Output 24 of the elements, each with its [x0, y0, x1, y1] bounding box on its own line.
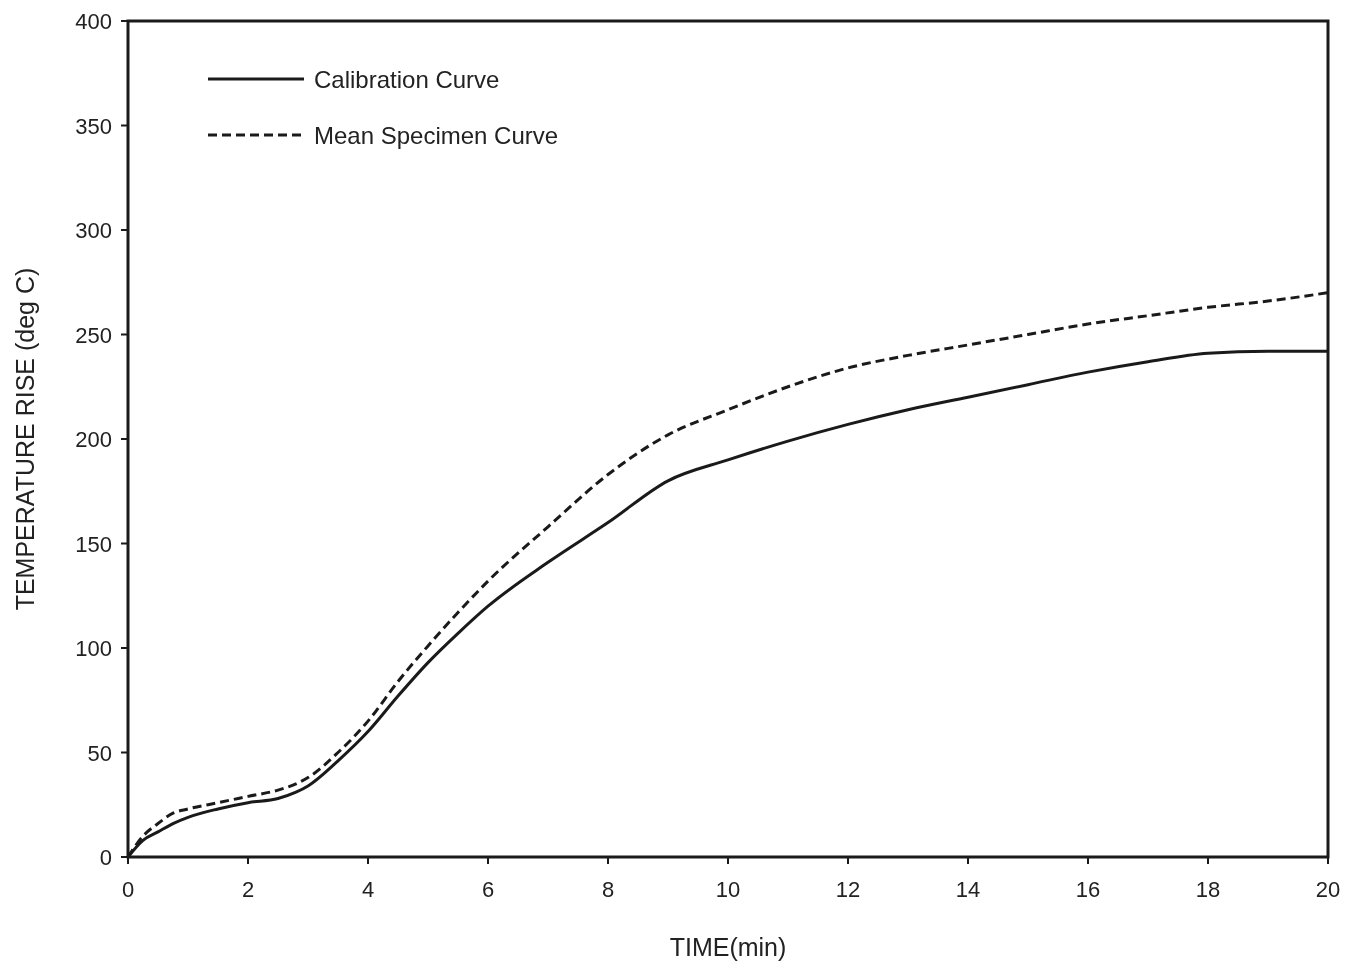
x-tick-label: 12 [835, 877, 861, 902]
x-tick-label: 4 [361, 877, 375, 902]
x-tick-label: 14 [955, 877, 981, 902]
x-axis-title: TIME(min) [669, 933, 787, 961]
x-tick-label: 10 [715, 877, 741, 902]
y-tick-label: 0 [99, 845, 112, 870]
y-tick-label: 250 [75, 322, 112, 348]
legend-label: Mean Specimen Curve [314, 122, 559, 149]
x-tick-label: 2 [241, 877, 255, 902]
x-tick-label: 6 [481, 877, 495, 902]
x-tick-label: 0 [121, 877, 135, 902]
x-tick-label: 8 [601, 877, 615, 902]
y-tick-label: 100 [75, 636, 112, 661]
y-axis-title: TEMPERATURE RISE (deg C) [11, 267, 39, 611]
x-tick-label: 18 [1195, 877, 1221, 902]
y-tick-label: 400 [75, 9, 112, 34]
y-tick-label: 300 [75, 218, 112, 243]
y-tick-label: 50 [87, 740, 112, 766]
x-tick-label: 16 [1075, 877, 1101, 902]
y-tick-label: 350 [75, 113, 112, 139]
x-tick-label: 20 [1315, 877, 1341, 902]
legend-label: Calibration Curve [314, 66, 500, 93]
y-tick-label: 200 [75, 427, 112, 452]
y-tick-label: 150 [75, 531, 112, 557]
